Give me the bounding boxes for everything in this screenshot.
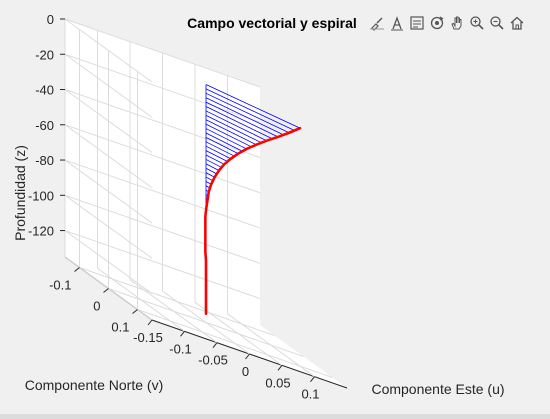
vector-arrow — [205, 150, 228, 162]
z-tick-label: -80 — [35, 153, 54, 168]
vector-arrow — [205, 172, 215, 178]
vector-arrow — [205, 101, 279, 138]
vector-arrow — [205, 167, 217, 175]
vector-arrow — [205, 88, 295, 131]
x-tick-mark — [147, 319, 153, 326]
vector-arrow — [205, 114, 262, 144]
vector-arrow — [205, 159, 222, 168]
vector-arrow — [205, 110, 267, 142]
z-tick-label: -40 — [35, 83, 54, 98]
grid-line-y-floor — [137, 309, 333, 378]
vector-arrow — [205, 176, 214, 182]
grid-line-z-left — [64, 53, 153, 118]
vector-arrow — [205, 141, 235, 157]
grid-line-y-floor — [108, 288, 304, 357]
x-tick-label: -0.05 — [198, 353, 228, 368]
x-tick-label: -0.1 — [169, 341, 191, 356]
vector-arrow — [205, 84, 301, 129]
grid-line-z-left — [64, 89, 153, 153]
grid-line-y-floor — [79, 267, 275, 336]
zoom-out-icon[interactable] — [487, 13, 506, 33]
grid-line-z-back — [64, 194, 261, 264]
pan-hand-icon[interactable] — [447, 13, 466, 33]
y-tick-mark — [74, 267, 80, 272]
grid-line-z-back — [64, 18, 261, 88]
vector-arrow — [205, 132, 243, 152]
grid-line-z-left — [64, 159, 153, 224]
legend-icon[interactable] — [407, 13, 426, 33]
grid-line-z-back — [64, 230, 261, 300]
x-tick-label: 0.05 — [265, 375, 290, 390]
x-tick-label: 0 — [242, 364, 249, 379]
window-bottom-edge — [0, 414, 550, 419]
axes-grid — [64, 18, 333, 378]
x-tick-label: 0.1 — [301, 387, 319, 402]
x-tick-mark — [277, 365, 283, 371]
grid-line-z-back — [64, 89, 261, 158]
x-tick-mark — [310, 376, 315, 382]
zoom-in-icon[interactable] — [467, 13, 486, 33]
vector-field — [205, 84, 301, 314]
x-tick-mark — [180, 331, 185, 337]
tick-labels: -0.15 -0.1 -0.05 0 0.05 0.1 0.1 0 -0.1 0 -20 -40 -60… — [28, 12, 320, 402]
z-tick-label: 0 — [47, 12, 54, 27]
y-tick-label: 0.1 — [111, 320, 129, 335]
datatip-icon[interactable] — [387, 13, 406, 33]
vector-arrow — [205, 92, 290, 134]
x-tick-mark — [212, 342, 218, 348]
z-axis-label: Profundidad (z) — [12, 145, 28, 241]
grid-line-z-back — [64, 124, 261, 194]
rotate-3d-icon[interactable] — [427, 13, 446, 33]
brush-icon[interactable] — [367, 13, 386, 33]
vector-arrow — [205, 123, 252, 148]
z-tick-label: -100 — [28, 188, 54, 203]
grid-line-z-left — [64, 230, 153, 294]
vector-arrow — [205, 119, 257, 146]
z-tick-label: -120 — [28, 224, 54, 239]
x-tick-mark — [245, 353, 250, 360]
y-tick-mark — [132, 309, 138, 314]
home-icon[interactable] — [507, 13, 526, 33]
vector-arrow — [205, 154, 225, 165]
spiral-line — [204, 126, 302, 315]
y-tick-label: 0 — [93, 299, 100, 314]
grid-line-z-left — [64, 124, 153, 189]
vector-arrow — [205, 97, 284, 136]
vector-arrow — [205, 106, 273, 140]
chart-title: Campo vectorial y espiral — [187, 15, 357, 31]
grid-line-z-left — [64, 194, 153, 259]
vector-arrow — [205, 128, 247, 150]
vector-arrow — [205, 145, 231, 160]
y-tick-mark — [103, 288, 109, 293]
grid-line-z-left — [64, 18, 153, 83]
grid-line-z-back — [64, 53, 261, 123]
grid-line-z-back — [64, 159, 261, 229]
x-tick-label: -0.15 — [133, 330, 163, 345]
y-tick-label: -0.1 — [49, 278, 71, 293]
x-axis-label: Componente Este (u) — [371, 381, 504, 397]
z-tick-label: -60 — [35, 118, 54, 133]
spiral-curve — [204, 126, 302, 315]
z-tick-label: -20 — [35, 47, 54, 62]
vector-arrow — [205, 163, 220, 171]
vector-arrow — [205, 137, 239, 154]
axes-toolbar — [367, 12, 526, 34]
y-axis-label: Componente Norte (v) — [25, 377, 164, 393]
